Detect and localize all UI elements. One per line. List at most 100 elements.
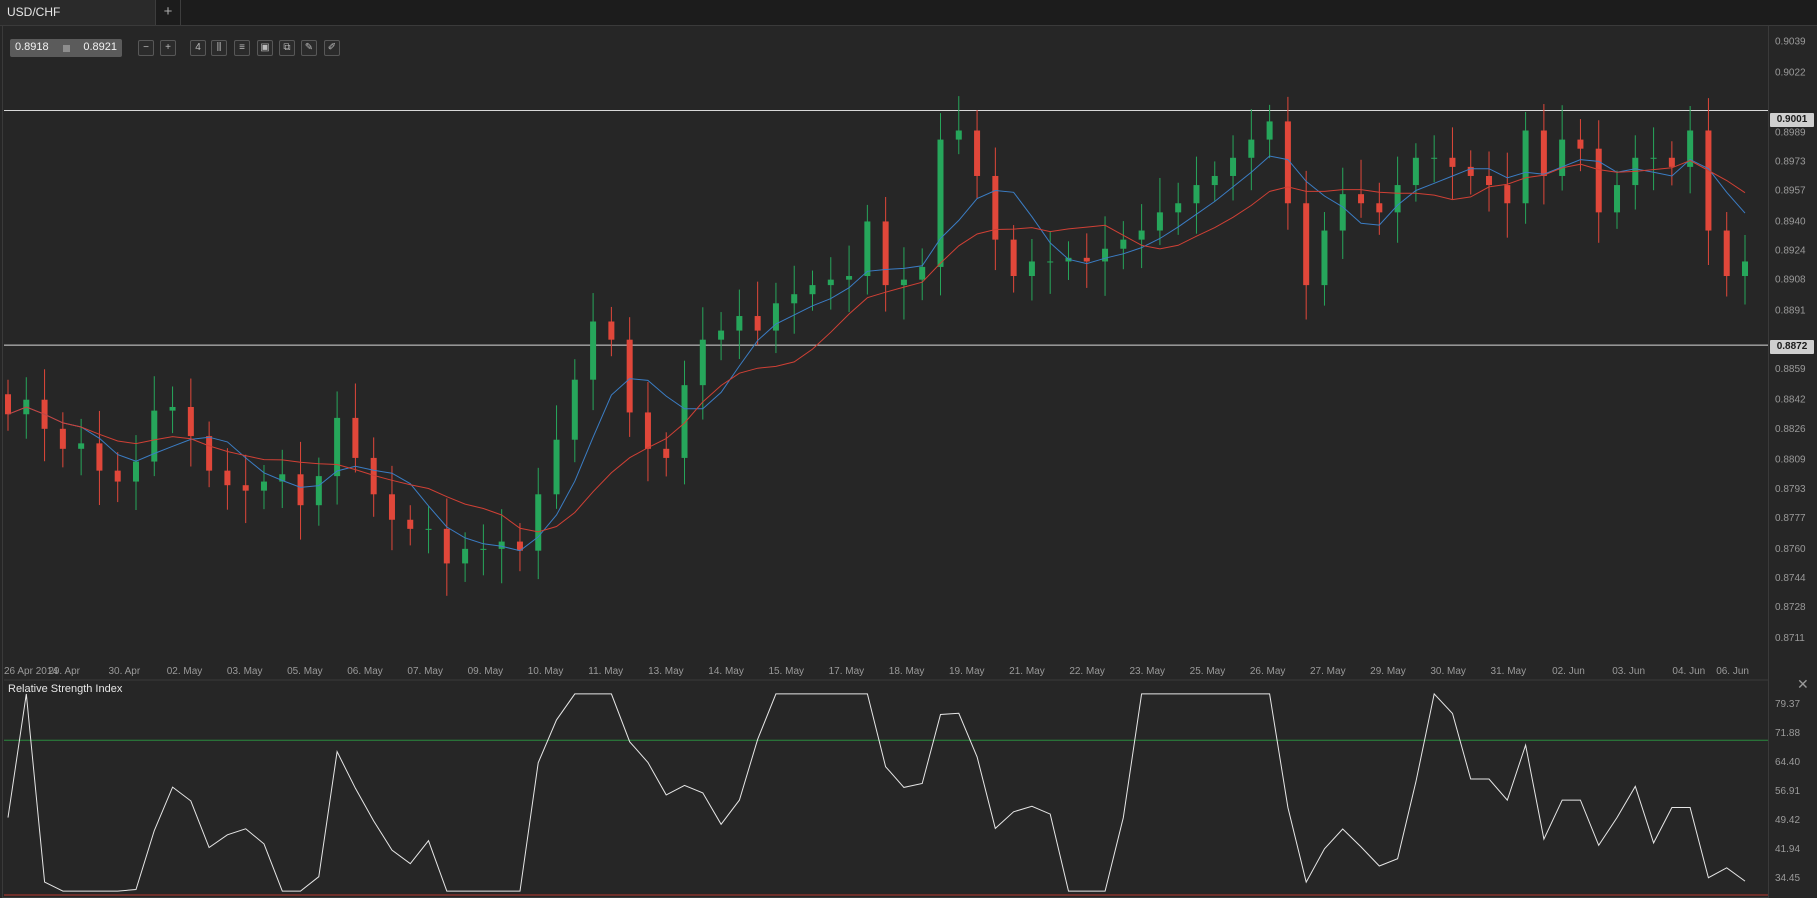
price-tick-label: 0.8728 <box>1775 602 1806 613</box>
candle-body <box>882 221 889 286</box>
candle-body <box>425 528 432 530</box>
candle-body <box>96 443 103 471</box>
date-tick-label: 11. May <box>588 666 623 677</box>
price-tick-label: 0.8989 <box>1775 127 1806 138</box>
candle-body <box>864 221 871 277</box>
candle-body <box>1504 185 1511 204</box>
bid-price: 0.8918 <box>15 41 49 53</box>
candle-body <box>754 316 761 331</box>
candle-body <box>937 139 944 267</box>
candle-body <box>1742 261 1748 277</box>
date-tick-label: 17. May <box>829 666 865 677</box>
candle-body <box>1028 261 1035 277</box>
date-tick-label: 09. May <box>468 666 504 677</box>
zoom-out-icon[interactable]: − <box>138 40 154 56</box>
add-tab-button[interactable]: + <box>156 0 181 25</box>
date-tick-label: 04. Jun <box>1672 666 1705 677</box>
candle-body <box>1138 230 1145 240</box>
candle-body <box>1010 239 1017 277</box>
candle-body <box>846 276 853 280</box>
candle-body <box>955 130 962 140</box>
price-tick-label: 0.8711 <box>1775 633 1805 644</box>
candle-body <box>1358 194 1365 204</box>
price-tick-label: 0.9039 <box>1775 36 1806 47</box>
rsi-tick-label: 64.40 <box>1775 757 1800 768</box>
candle-body <box>974 130 981 176</box>
close-indicator-icon[interactable]: ✕ <box>1797 676 1809 692</box>
candle-body <box>1248 139 1255 158</box>
date-tick-label: 10. May <box>528 666 564 677</box>
date-tick-label: 02. Jun <box>1552 666 1585 677</box>
price-tick-label: 0.8793 <box>1775 484 1806 495</box>
rsi-tick-label: 49.42 <box>1775 815 1800 826</box>
chart-type-icon[interactable]: ⫼ <box>211 40 227 56</box>
candle-body <box>1394 185 1401 213</box>
timeframe-button[interactable]: 4 <box>190 40 206 56</box>
candle-body <box>590 321 597 380</box>
candle-body <box>553 439 560 495</box>
candle-body <box>1047 261 1054 263</box>
candle-body <box>772 303 779 331</box>
tab-usdchf[interactable]: USD/CHF <box>0 0 156 25</box>
candle-body <box>791 294 798 304</box>
candle-body <box>334 417 341 477</box>
candle-body <box>1230 157 1237 176</box>
price-tick-label: 0.8859 <box>1775 364 1806 375</box>
candle-body <box>626 339 633 413</box>
price-tick-label: 0.8957 <box>1775 186 1806 197</box>
candle-body <box>1120 239 1127 249</box>
candle-body <box>151 410 158 462</box>
price-tick-label: 0.8891 <box>1775 306 1806 317</box>
draw-icon[interactable]: ✎ <box>301 40 317 56</box>
candle-body <box>1193 185 1200 204</box>
candle-body <box>370 457 377 495</box>
date-tick-label: 30. Apr <box>108 666 140 677</box>
candle-body <box>315 476 322 506</box>
candle-body <box>809 285 816 295</box>
lower-level-tag: 0.8872 <box>1770 340 1814 354</box>
date-tick-label: 15. May <box>768 666 804 677</box>
candle-body <box>1723 230 1730 277</box>
candle-body <box>736 316 743 331</box>
candle-body <box>407 519 414 529</box>
price-tick-label: 0.8777 <box>1775 513 1806 524</box>
candle-body <box>1595 148 1602 213</box>
date-tick-label: 27. May <box>1310 666 1346 677</box>
upper-level-tag: 0.9001 <box>1770 113 1814 127</box>
rsi-tick-label: 71.88 <box>1775 728 1800 739</box>
templates-icon[interactable]: ▣ <box>257 40 273 56</box>
date-tick-label: 03. May <box>227 666 263 677</box>
slow-moving-average <box>7 159 1746 533</box>
fast-moving-average <box>7 155 1746 552</box>
date-tick-label: 30. May <box>1430 666 1466 677</box>
rsi-tick-label: 79.37 <box>1775 699 1800 710</box>
rsi-title: Relative Strength Index <box>8 683 123 695</box>
candle-body <box>608 321 615 340</box>
candle-body <box>224 470 231 486</box>
price-tick-label: 0.8744 <box>1775 573 1806 584</box>
date-tick-label: 06. May <box>347 666 383 677</box>
candle-body <box>1284 121 1291 204</box>
date-tick-label: 18. May <box>889 666 925 677</box>
candle-body <box>718 330 725 340</box>
price-tick-label: 0.8760 <box>1775 544 1806 555</box>
candle-body <box>169 406 176 411</box>
candle-body <box>699 339 706 386</box>
date-tick-label: 05. May <box>287 666 323 677</box>
candle-body <box>1102 248 1109 262</box>
date-tick-label: 29. Apr <box>48 666 80 677</box>
date-tick-label: 26. May <box>1250 666 1286 677</box>
candle-body <box>1175 203 1182 213</box>
rsi-tick-label: 56.91 <box>1775 786 1800 797</box>
candle-body <box>1339 194 1346 231</box>
rsi-tick-label: 34.45 <box>1775 873 1800 884</box>
candle-body <box>1083 257 1090 262</box>
quote-box: 0.8918 0.8921 <box>10 39 122 57</box>
candle-body <box>1467 166 1474 176</box>
objects-icon[interactable]: ⧉ <box>279 40 295 56</box>
indicators-icon[interactable]: ≡ <box>234 40 250 56</box>
zoom-in-icon[interactable]: + <box>160 40 176 56</box>
settings-icon[interactable]: ✐ <box>324 40 340 56</box>
candle-body <box>498 541 505 549</box>
